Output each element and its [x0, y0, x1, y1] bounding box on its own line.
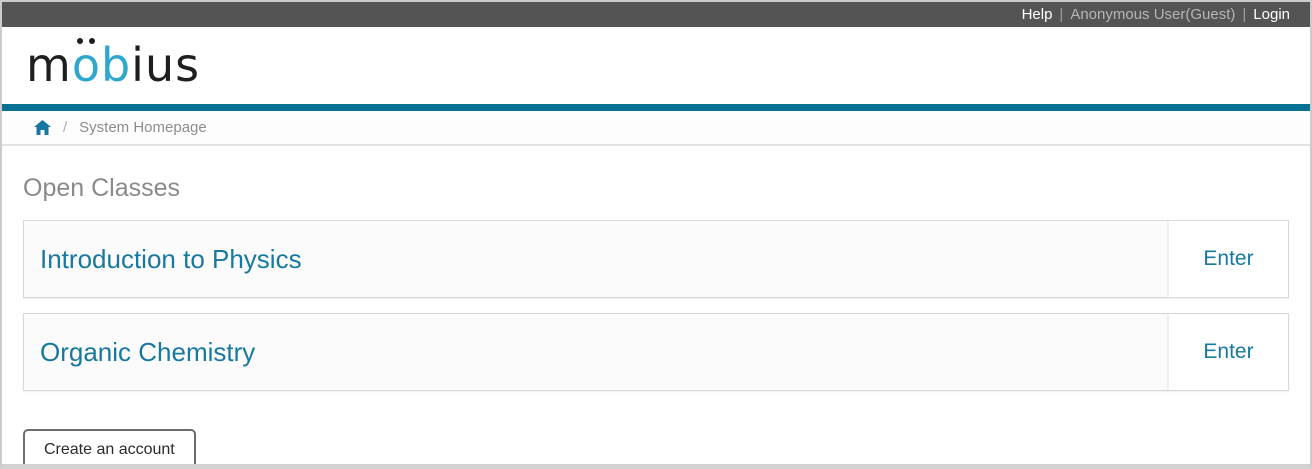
header: mo bius: [2, 27, 1310, 104]
accent-divider: [2, 104, 1310, 111]
create-account-button[interactable]: Create an account: [23, 429, 196, 464]
help-link[interactable]: Help: [1021, 6, 1053, 23]
mobius-logo[interactable]: mo bius: [26, 35, 200, 95]
current-user-label: Anonymous User(Guest): [1070, 6, 1236, 23]
login-link[interactable]: Login: [1253, 6, 1290, 23]
breadcrumb-separator: /: [63, 119, 68, 136]
breadcrumb-current-page: System Homepage: [79, 119, 207, 136]
enter-class-link[interactable]: Enter: [1203, 247, 1254, 270]
class-title-link[interactable]: Organic Chemistry: [40, 336, 256, 367]
page-title: Open Classes: [23, 174, 181, 202]
topbar-separator: |: [1242, 6, 1247, 23]
logo-letters-ius: ius: [131, 38, 201, 92]
breadcrumb: / System Homepage: [2, 111, 1310, 146]
logo-letter-m: m: [26, 38, 72, 92]
logo-letter-o: o: [71, 38, 101, 92]
class-enter-cell: Enter: [1169, 314, 1288, 390]
class-title-cell: Introduction to Physics: [24, 221, 1169, 297]
class-enter-cell: Enter: [1169, 221, 1288, 297]
umlaut-dots: [77, 38, 84, 44]
enter-class-link[interactable]: Enter: [1203, 340, 1254, 363]
class-row: Introduction to Physics Enter: [23, 220, 1289, 298]
class-row: Organic Chemistry Enter: [23, 313, 1289, 391]
top-utility-bar: Help | Anonymous User(Guest) | Login: [2, 2, 1310, 27]
logo-letter-b: b: [100, 38, 132, 92]
main-content: Open Classes Introduction to Physics Ent…: [2, 173, 1310, 464]
class-title-cell: Organic Chemistry: [24, 314, 1169, 390]
home-icon[interactable]: [34, 120, 51, 135]
topbar-separator: |: [1059, 6, 1064, 23]
class-title-link[interactable]: Introduction to Physics: [40, 243, 302, 274]
